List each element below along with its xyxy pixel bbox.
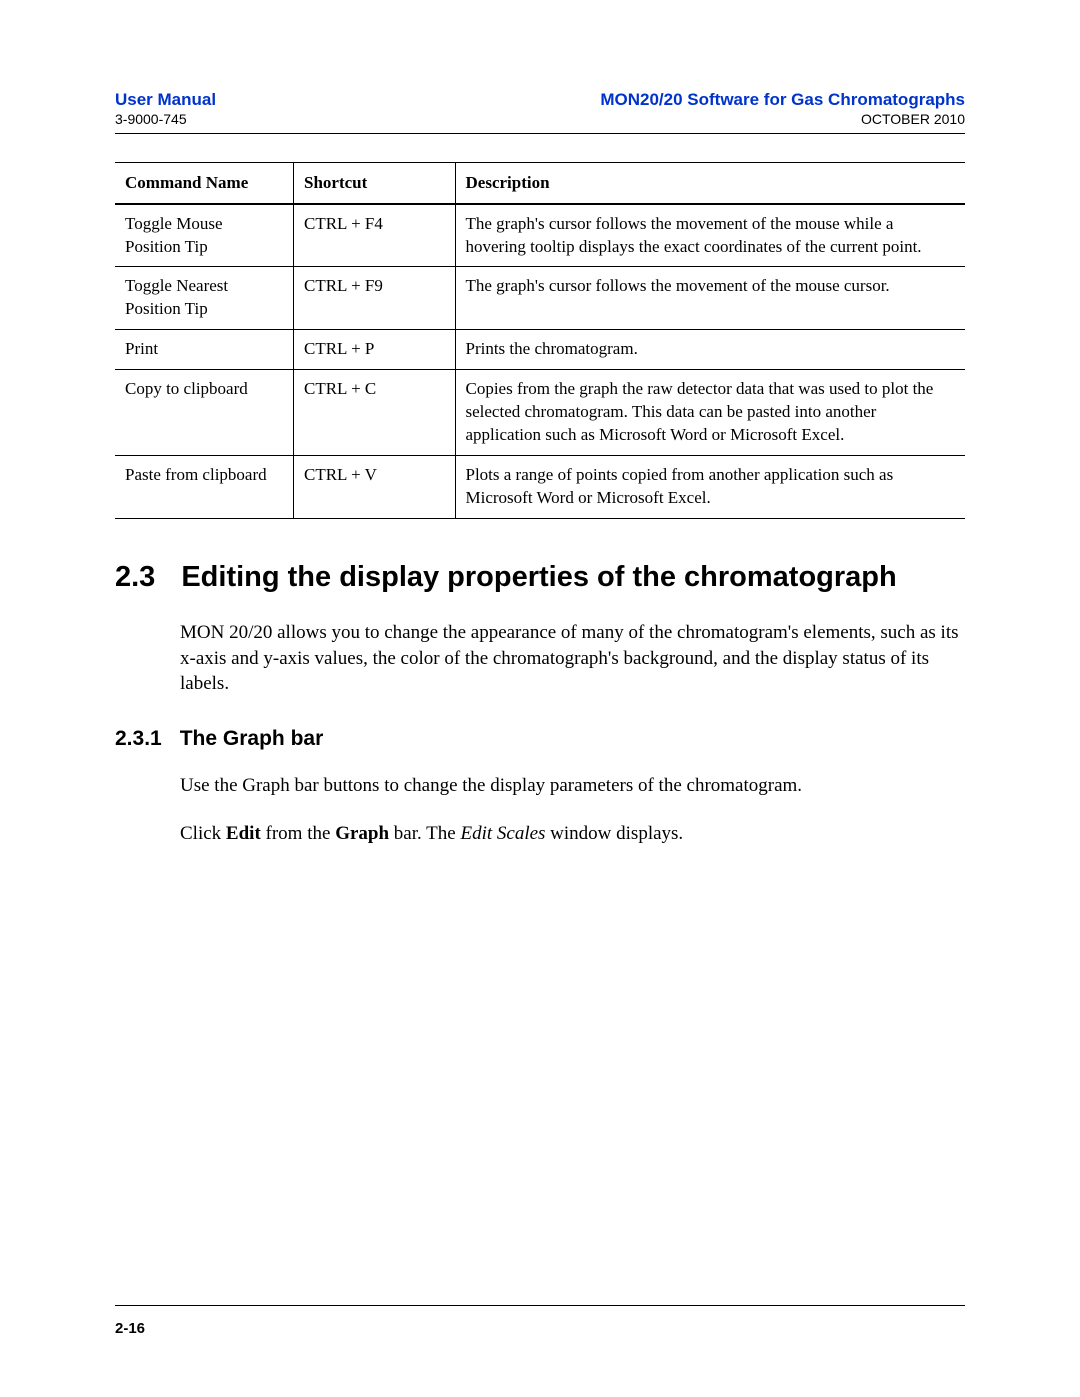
text-run: Click xyxy=(180,823,226,844)
bold-edit: Edit xyxy=(226,823,261,844)
cell-name: Toggle Mouse Position Tip xyxy=(115,204,294,267)
header-right-title: MON20/20 Software for Gas Chromatographs xyxy=(600,90,965,110)
subsection-number: 2.3.1 xyxy=(115,727,162,751)
section-paragraph: MON 20/20 allows you to change the appea… xyxy=(180,620,965,697)
cell-shortcut: CTRL + P xyxy=(294,330,456,370)
header-right: MON20/20 Software for Gas Chromatographs… xyxy=(600,90,965,129)
page-number: 2-16 xyxy=(115,1320,145,1337)
section-number: 2.3 xyxy=(115,561,155,594)
subsection-para-1: Use the Graph bar buttons to change the … xyxy=(180,773,965,799)
table-row: Toggle Nearest Position Tip CTRL + F9 Th… xyxy=(115,267,965,330)
cell-desc: The graph's cursor follows the movement … xyxy=(455,267,965,330)
table-header-row: Command Name Shortcut Description xyxy=(115,162,965,204)
col-shortcut: Shortcut xyxy=(294,162,456,204)
cell-desc: Prints the chromatogram. xyxy=(455,330,965,370)
subsection-title: The Graph bar xyxy=(180,727,324,751)
cell-name: Print xyxy=(115,330,294,370)
section-heading: 2.3 Editing the display properties of th… xyxy=(115,561,965,594)
table-row: Paste from clipboard CTRL + V Plots a ra… xyxy=(115,456,965,519)
col-description: Description xyxy=(455,162,965,204)
table-row: Copy to clipboard CTRL + C Copies from t… xyxy=(115,370,965,456)
subsection-para-2: Click Edit from the Graph bar. The Edit … xyxy=(180,821,965,847)
header-left-title: User Manual xyxy=(115,90,216,110)
bold-graph: Graph xyxy=(335,823,389,844)
italic-edit-scales: Edit Scales xyxy=(460,823,545,844)
page-footer: 2-16 xyxy=(115,1305,965,1337)
header-left-sub: 3-9000-745 xyxy=(115,110,216,128)
page-header: User Manual 3-9000-745 MON20/20 Software… xyxy=(115,90,965,134)
col-command-name: Command Name xyxy=(115,162,294,204)
document-page: User Manual 3-9000-745 MON20/20 Software… xyxy=(0,0,1080,1397)
text-run: bar. The xyxy=(389,823,460,844)
cell-shortcut: CTRL + V xyxy=(294,456,456,519)
cell-name: Toggle Nearest Position Tip xyxy=(115,267,294,330)
cell-desc: Plots a range of points copied from anot… xyxy=(455,456,965,519)
table-row: Toggle Mouse Position Tip CTRL + F4 The … xyxy=(115,204,965,267)
commands-table: Command Name Shortcut Description Toggle… xyxy=(115,162,965,519)
header-left: User Manual 3-9000-745 xyxy=(115,90,216,129)
cell-desc: Copies from the graph the raw detector d… xyxy=(455,370,965,456)
cell-name: Paste from clipboard xyxy=(115,456,294,519)
cell-name: Copy to clipboard xyxy=(115,370,294,456)
text-run: window displays. xyxy=(545,823,683,844)
table-row: Print CTRL + P Prints the chromatogram. xyxy=(115,330,965,370)
section-title: Editing the display properties of the ch… xyxy=(181,561,896,594)
cell-shortcut: CTRL + F9 xyxy=(294,267,456,330)
cell-shortcut: CTRL + F4 xyxy=(294,204,456,267)
subsection-heading: 2.3.1 The Graph bar xyxy=(115,727,965,751)
cell-desc: The graph's cursor follows the movement … xyxy=(455,204,965,267)
header-right-sub: OCTOBER 2010 xyxy=(600,110,965,128)
text-run: from the xyxy=(261,823,335,844)
cell-shortcut: CTRL + C xyxy=(294,370,456,456)
